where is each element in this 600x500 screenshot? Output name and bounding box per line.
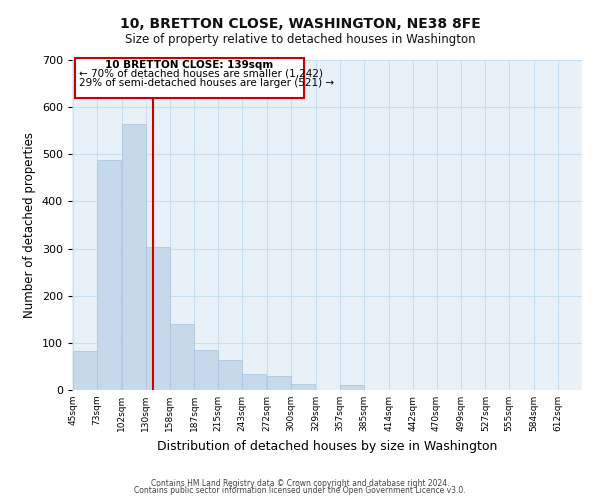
Text: 10, BRETTON CLOSE, WASHINGTON, NE38 8FE: 10, BRETTON CLOSE, WASHINGTON, NE38 8FE xyxy=(119,18,481,32)
Bar xyxy=(340,385,364,390)
Bar xyxy=(194,350,218,390)
Bar xyxy=(146,247,170,390)
Text: Contains public sector information licensed under the Open Government Licence v3: Contains public sector information licen… xyxy=(134,486,466,495)
Bar xyxy=(218,360,242,390)
Text: Contains HM Land Registry data © Crown copyright and database right 2024.: Contains HM Land Registry data © Crown c… xyxy=(151,478,449,488)
Bar xyxy=(242,374,266,390)
Text: Size of property relative to detached houses in Washington: Size of property relative to detached ho… xyxy=(125,32,475,46)
Bar xyxy=(73,351,97,390)
FancyBboxPatch shape xyxy=(74,58,304,98)
Bar xyxy=(291,384,315,390)
Bar xyxy=(267,376,291,390)
Text: ← 70% of detached houses are smaller (1,242): ← 70% of detached houses are smaller (1,… xyxy=(79,69,323,79)
Bar xyxy=(122,124,146,390)
Bar xyxy=(170,324,194,390)
Bar xyxy=(97,160,121,390)
X-axis label: Distribution of detached houses by size in Washington: Distribution of detached houses by size … xyxy=(157,440,497,452)
Text: 29% of semi-detached houses are larger (521) →: 29% of semi-detached houses are larger (… xyxy=(79,78,334,88)
Text: 10 BRETTON CLOSE: 139sqm: 10 BRETTON CLOSE: 139sqm xyxy=(105,60,274,70)
Y-axis label: Number of detached properties: Number of detached properties xyxy=(23,132,36,318)
